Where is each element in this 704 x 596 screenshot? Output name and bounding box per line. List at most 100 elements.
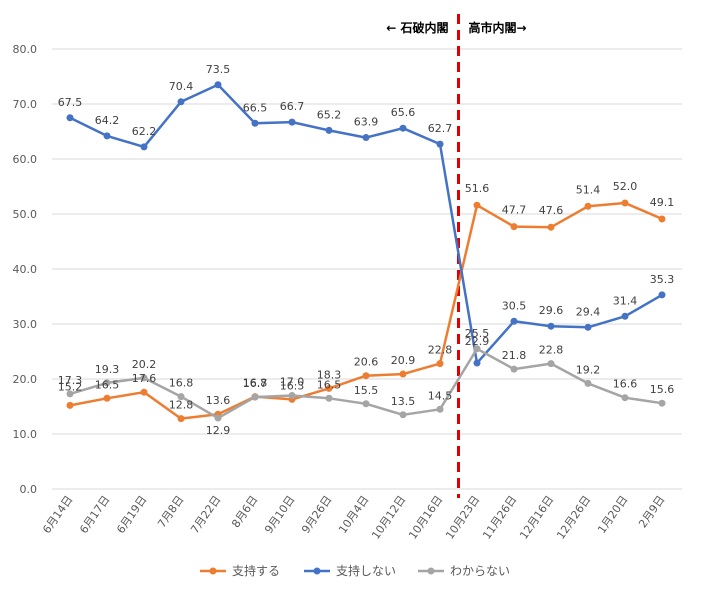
data-label-unknown: 16.6 <box>613 378 638 391</box>
x-tick-label: 6月19日 <box>114 493 149 536</box>
data-label-nonsupport: 62.7 <box>428 122 453 135</box>
data-label-support: 18.3 <box>317 368 342 381</box>
point-unknown <box>288 392 296 399</box>
point-nonsupport <box>103 132 111 140</box>
y-tick-label: 50.0 <box>13 208 38 221</box>
point-unknown <box>362 400 370 408</box>
point-nonsupport <box>436 140 444 148</box>
data-label-nonsupport: 66.5 <box>243 101 268 114</box>
data-label-support: 16.5 <box>95 378 120 391</box>
data-label-nonsupport: 29.6 <box>539 304 564 317</box>
point-support <box>510 223 518 231</box>
legend-marker-nonsupport <box>313 567 321 575</box>
x-tick-label: 11月26日 <box>480 493 519 541</box>
point-nonsupport <box>399 124 407 132</box>
data-label-support: 49.1 <box>650 196 675 209</box>
legend-label-support: 支持する <box>232 563 280 578</box>
point-nonsupport <box>584 323 592 331</box>
data-label-nonsupport: 30.5 <box>502 299 527 312</box>
data-label-unknown: 19.2 <box>576 363 601 376</box>
y-tick-label: 70.0 <box>13 98 38 111</box>
point-unknown <box>621 394 629 402</box>
point-support <box>66 401 74 409</box>
x-tick-label: 9月10日 <box>262 493 297 536</box>
data-label-support: 16.3 <box>280 379 305 392</box>
data-label-nonsupport: 29.4 <box>576 305 601 318</box>
point-nonsupport <box>288 118 296 126</box>
data-label-nonsupport: 31.4 <box>613 294 638 307</box>
data-label-nonsupport: 67.5 <box>58 96 83 109</box>
point-support <box>362 372 370 380</box>
y-tick-label: 40.0 <box>13 263 38 276</box>
data-label-support: 12.8 <box>169 399 194 412</box>
x-tick-label: 8月6日 <box>229 493 260 530</box>
legend-label-unknown: わからない <box>450 564 510 578</box>
data-label-unknown: 20.2 <box>132 358 157 371</box>
point-unknown <box>547 360 555 368</box>
point-support <box>436 360 444 368</box>
annotation-left: ← 石破内閣 <box>386 20 448 35</box>
data-label-support: 20.6 <box>354 356 379 369</box>
point-nonsupport <box>510 317 518 325</box>
data-label-support: 47.6 <box>539 204 564 217</box>
data-label-unknown: 13.5 <box>391 395 416 408</box>
point-unknown <box>251 393 259 401</box>
data-label-support: 20.9 <box>391 354 416 367</box>
point-nonsupport <box>473 359 481 367</box>
data-label-unknown: 14.5 <box>428 389 453 402</box>
data-label-nonsupport: 73.5 <box>206 63 231 76</box>
data-label-support: 51.6 <box>465 182 490 195</box>
data-label-nonsupport: 65.6 <box>391 106 416 119</box>
point-unknown <box>103 379 111 387</box>
y-tick-label: 20.0 <box>13 373 38 386</box>
point-unknown <box>584 379 592 387</box>
y-tick-label: 80.0 <box>13 43 38 56</box>
data-label-nonsupport: 63.9 <box>354 116 379 129</box>
x-tick-label: 6月14日 <box>40 493 75 536</box>
y-tick-label: 0.0 <box>20 483 38 496</box>
data-label-support: 52.0 <box>613 180 638 193</box>
x-tick-label: 10月12日 <box>369 493 408 541</box>
data-label-nonsupport: 65.2 <box>317 108 342 121</box>
point-nonsupport <box>251 119 259 127</box>
data-label-support: 13.6 <box>206 394 231 407</box>
point-nonsupport <box>621 312 629 320</box>
point-support <box>325 384 333 392</box>
data-label-nonsupport: 70.4 <box>169 80 194 93</box>
data-label-unknown: 17.0 <box>280 376 305 389</box>
data-label-support: 16.8 <box>243 377 268 390</box>
x-tick-label: 2月9日 <box>636 493 667 530</box>
point-unknown <box>510 365 518 373</box>
data-label-unknown: 15.5 <box>354 384 379 397</box>
data-label-unknown: 22.8 <box>539 344 564 357</box>
point-support <box>473 201 481 209</box>
x-tick-label: 1月20日 <box>595 493 630 536</box>
point-unknown <box>658 399 666 407</box>
data-label-unknown: 17.3 <box>58 374 83 387</box>
data-label-nonsupport: 62.2 <box>132 125 157 138</box>
data-label-nonsupport: 22.9 <box>465 335 490 348</box>
x-tick-label: 12月16日 <box>517 493 556 541</box>
point-nonsupport <box>658 291 666 299</box>
point-unknown <box>473 345 481 353</box>
data-label-unknown: 16.5 <box>317 378 342 391</box>
point-support <box>658 215 666 223</box>
x-tick-label: 12月26日 <box>554 493 593 541</box>
x-tick-label: 7月22日 <box>188 493 223 536</box>
point-nonsupport <box>177 98 185 106</box>
point-support <box>103 394 111 402</box>
point-unknown <box>214 414 222 422</box>
point-unknown <box>140 374 148 382</box>
data-label-unknown: 16.8 <box>169 377 194 390</box>
x-tick-label: 10月16日 <box>406 493 445 541</box>
data-label-support: 17.6 <box>132 372 157 385</box>
y-tick-label: 60.0 <box>13 153 38 166</box>
point-unknown <box>436 405 444 413</box>
point-support <box>399 370 407 378</box>
data-label-support: 15.2 <box>58 380 83 393</box>
legend-marker-unknown <box>427 567 435 575</box>
point-support <box>177 415 185 423</box>
legend-label-nonsupport: 支持しない <box>336 563 396 578</box>
